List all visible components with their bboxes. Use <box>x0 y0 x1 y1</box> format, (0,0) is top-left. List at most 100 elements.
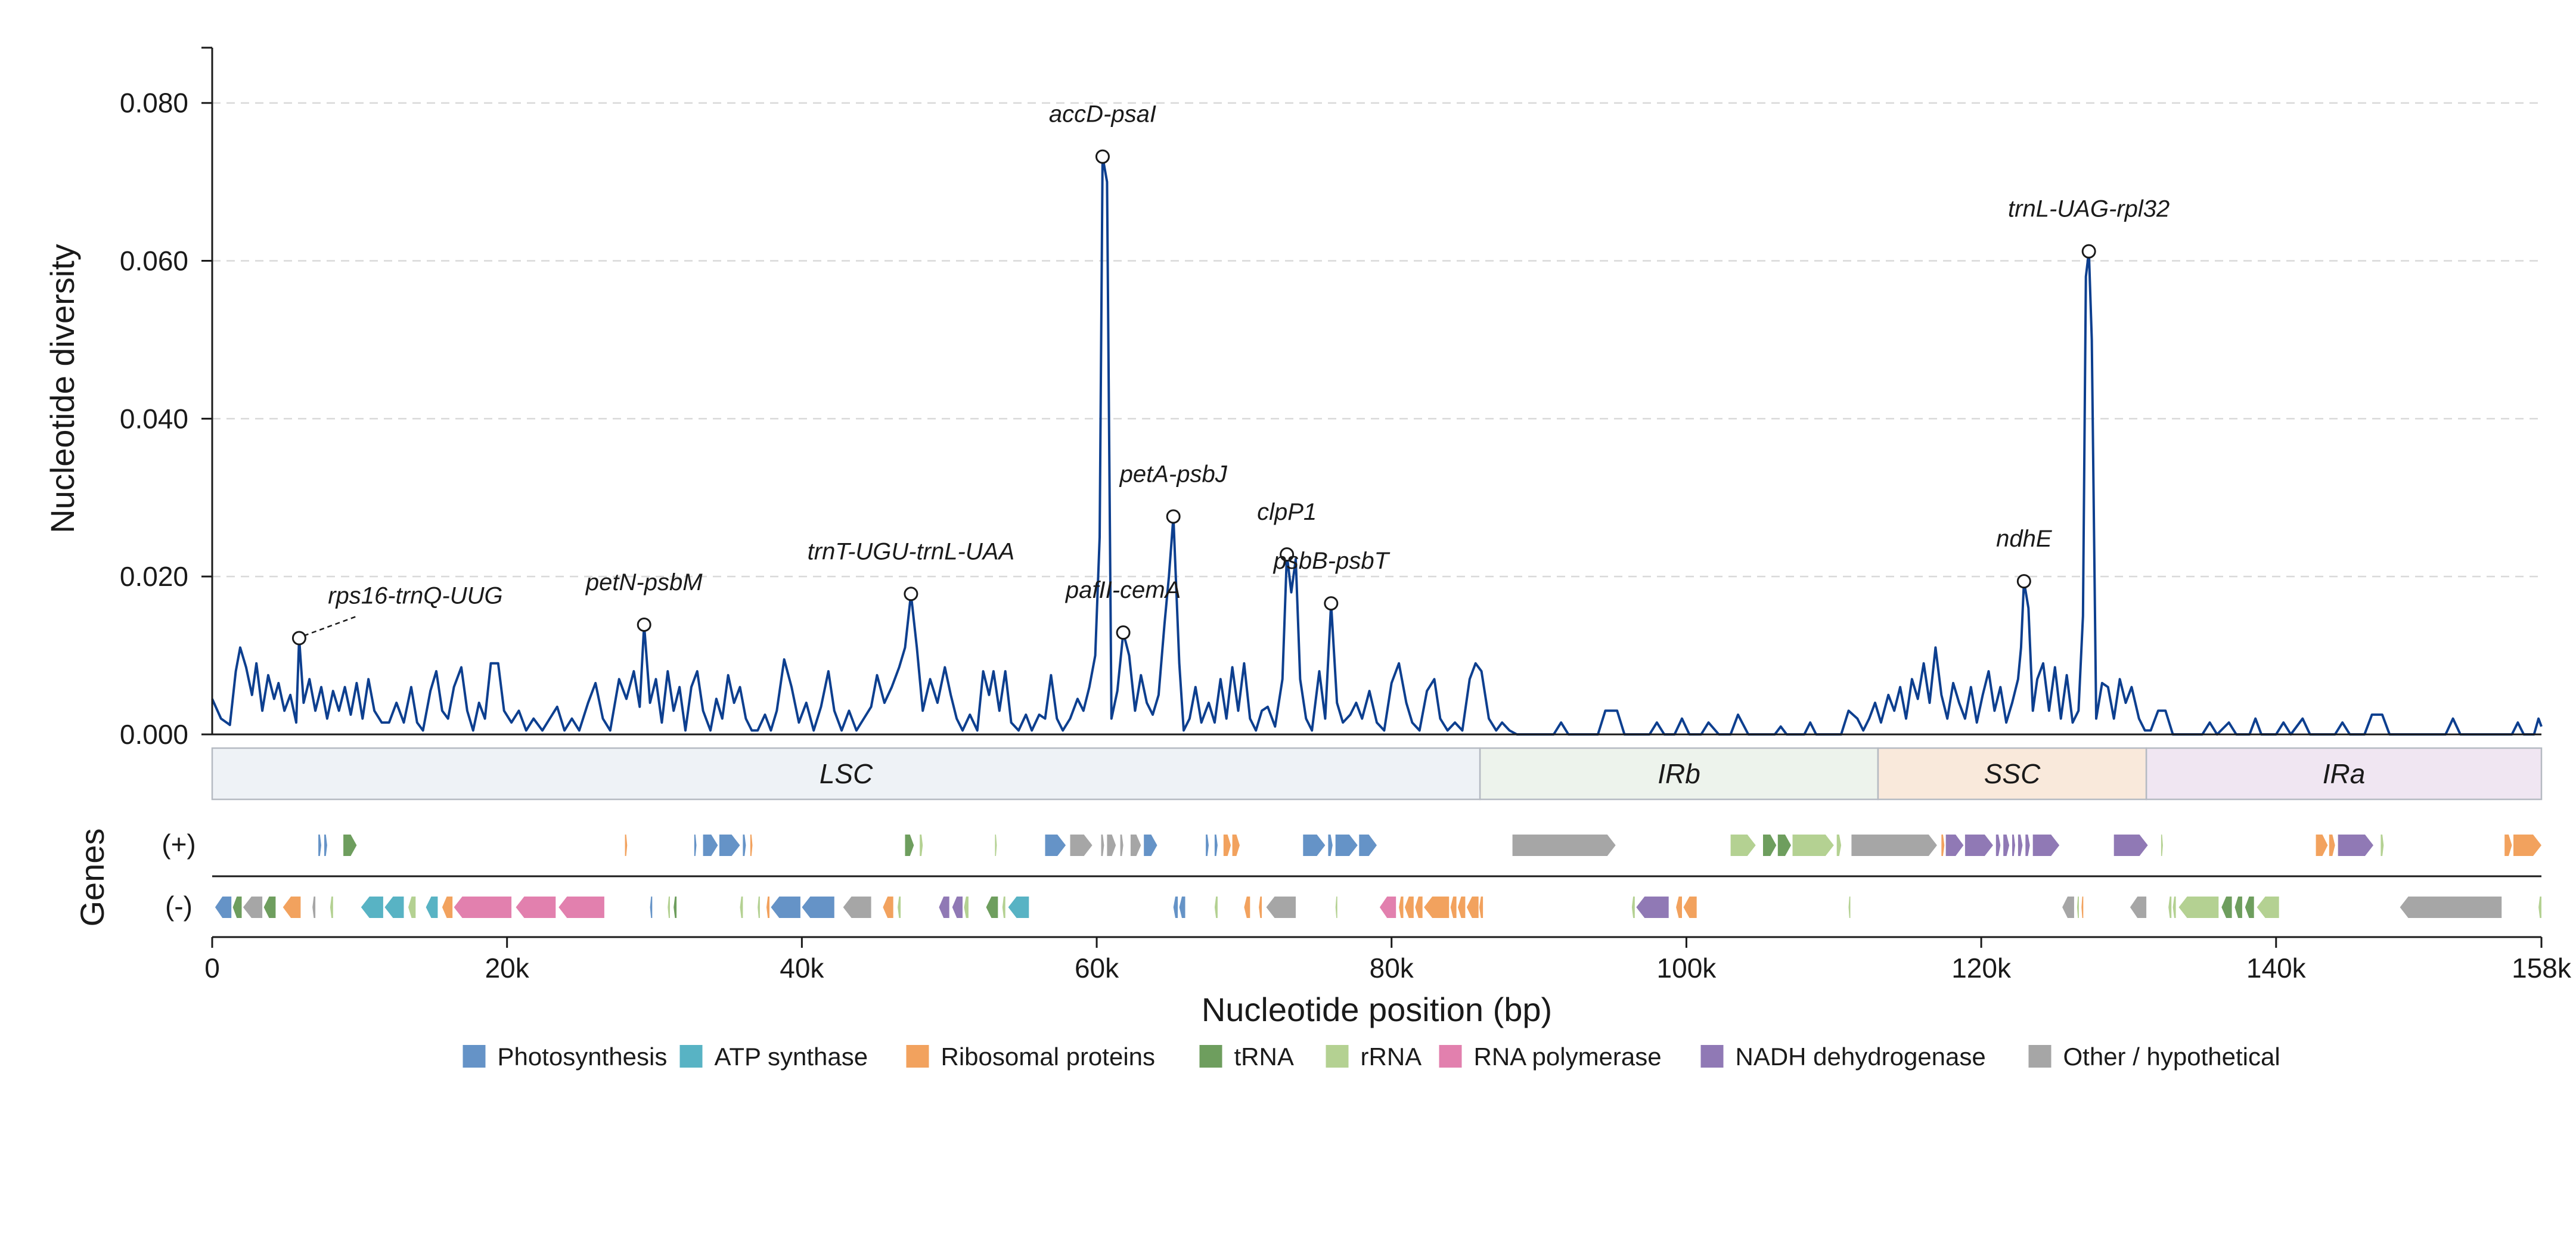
gene-feature <box>1045 835 1066 856</box>
gene-feature <box>1964 835 1993 856</box>
gene-tracks: (+) (-) <box>162 829 2541 922</box>
gene-feature <box>1763 835 1777 856</box>
x-tick-label: 158k <box>2512 953 2572 984</box>
x-tick-label: 20k <box>485 953 530 984</box>
gene-feature <box>426 897 438 918</box>
peak-marker <box>637 617 651 632</box>
gene-feature <box>964 897 969 918</box>
gene-feature <box>2221 897 2232 918</box>
gene-feature <box>1995 835 2001 856</box>
gene-feature <box>1792 835 1834 856</box>
gene-feature <box>2178 897 2219 918</box>
gene-feature <box>2018 835 2023 856</box>
peak-markers <box>291 149 2096 646</box>
gene-feature <box>995 835 997 856</box>
genes-axis-title: Genes <box>73 829 111 927</box>
gene-feature <box>2062 897 2074 918</box>
gene-feature <box>361 897 383 918</box>
x-axis-title: Nucleotide position (bp) <box>1202 991 1552 1028</box>
y-axis-title: Nucleotide diversity <box>44 244 81 534</box>
gene-feature <box>1836 835 1842 856</box>
gene-feature <box>1458 897 1466 918</box>
gene-feature <box>1777 835 1791 856</box>
gene-feature <box>1008 897 1029 918</box>
gene-feature <box>558 897 604 918</box>
peak-label: accD-psaI <box>1049 101 1156 128</box>
x-tick-label: 80k <box>1370 953 1414 984</box>
peak-label: petN-psbM <box>585 569 703 596</box>
gene-feature <box>1636 897 1669 918</box>
gene-feature <box>2161 835 2163 856</box>
gene-feature <box>454 897 512 918</box>
region-block <box>211 747 1481 801</box>
peak-marker <box>2016 574 2031 589</box>
legend-label: NADH dehydrogenase <box>1736 1043 1986 1071</box>
gene-feature <box>905 835 914 856</box>
gene-feature <box>2504 835 2512 856</box>
gene-feature <box>766 897 769 918</box>
gene-feature <box>2172 897 2176 918</box>
peak-label: clpP1 <box>1257 499 1317 525</box>
gene-feature <box>1173 897 1178 918</box>
peak-marker <box>291 631 306 646</box>
legend-label: Photosynthesis <box>498 1043 668 1071</box>
gene-feature <box>843 897 871 918</box>
peak-marker <box>1116 625 1131 640</box>
gene-feature <box>343 835 357 856</box>
peak-labels: rps16-trnQ-UUG petN-psbM trnT-UGU-trnL-UAA… <box>303 101 2170 637</box>
gene-feature <box>1424 897 1450 918</box>
minus-strand-label: (-) <box>165 891 193 922</box>
gene-feature <box>2245 897 2254 918</box>
gene-feature <box>668 897 670 918</box>
gene-feature <box>674 897 677 918</box>
legend-swatch <box>1326 1045 1349 1068</box>
region-label: LSC <box>820 758 873 789</box>
gene-feature <box>743 835 746 856</box>
gene-feature <box>2168 897 2172 918</box>
gene-feature <box>986 897 998 918</box>
gene-feature <box>1415 897 1423 918</box>
region-block <box>1877 747 2147 801</box>
gene-feature <box>2077 897 2079 918</box>
legend-label: Other / hypothetical <box>2063 1043 2280 1071</box>
gene-feature <box>1335 897 1337 918</box>
gene-feature <box>740 897 743 918</box>
gene-feature <box>215 897 232 918</box>
y-tick-label: 0.060 <box>120 246 188 277</box>
peak-marker <box>2081 244 2096 259</box>
x-tick-label: 40k <box>780 953 824 984</box>
legend-label: rRNA <box>1361 1043 1422 1071</box>
gene-feature <box>625 835 628 856</box>
legend-swatch <box>679 1045 703 1068</box>
gene-feature <box>719 835 740 856</box>
legend-swatch <box>1700 1045 1724 1068</box>
gene-feature <box>324 835 327 856</box>
gene-feature <box>1120 835 1123 856</box>
y-tick-label: 0.020 <box>120 561 188 592</box>
gene-feature <box>2234 897 2242 918</box>
gene-feature <box>516 897 556 918</box>
peak-label: pafII-cemA <box>1065 577 1181 603</box>
gene-feature <box>2003 835 2010 856</box>
gene-feature <box>1070 835 1093 856</box>
gene-feature <box>312 897 316 918</box>
gene-feature <box>650 897 653 918</box>
gene-feature <box>1512 835 1616 856</box>
gene-feature <box>758 897 760 918</box>
gene-feature <box>1945 835 1964 856</box>
gene-feature <box>694 835 697 856</box>
gene-feature <box>1244 897 1250 918</box>
x-tick-label: 120k <box>1951 953 2012 984</box>
gene-feature <box>1631 897 1635 918</box>
gene-feature <box>952 897 963 918</box>
x-axis: 0 20k 40k 60k 80k 100k 120k 140k 158k <box>204 936 2572 984</box>
plot-area: rps16-trnQ-UUG petN-psbM trnT-UGU-trnL-UAA… <box>211 101 2543 736</box>
gene-feature <box>2400 897 2502 918</box>
gene-feature <box>1399 897 1404 918</box>
gene-feature <box>1676 897 1682 918</box>
peak-marker <box>904 587 918 601</box>
gene-feature <box>883 897 893 918</box>
gene-feature <box>2012 835 2015 856</box>
gene-feature <box>1450 897 1457 918</box>
gene-feature <box>1848 897 1851 918</box>
